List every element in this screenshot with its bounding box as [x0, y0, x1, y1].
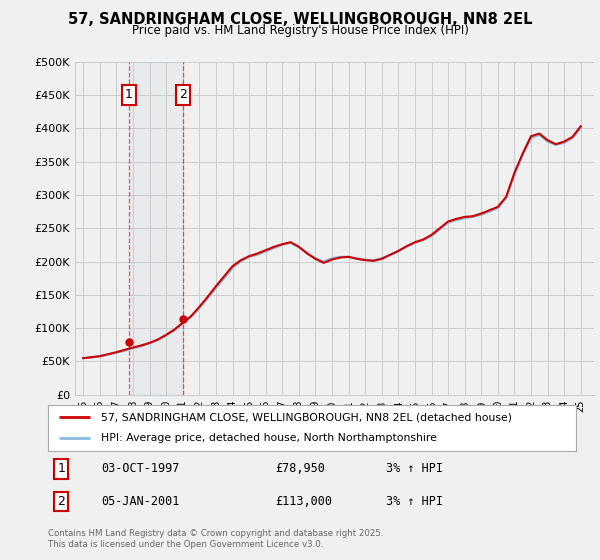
Text: 3% ↑ HPI: 3% ↑ HPI: [386, 463, 443, 475]
Text: 2: 2: [57, 494, 65, 508]
Bar: [129, 62, 183, 395]
Text: 2: 2: [179, 88, 187, 101]
Text: 05-JAN-2001: 05-JAN-2001: [101, 494, 179, 508]
Text: £113,000: £113,000: [275, 494, 332, 508]
Text: Contains HM Land Registry data © Crown copyright and database right 2025.
This d: Contains HM Land Registry data © Crown c…: [48, 529, 383, 549]
Text: 57, SANDRINGHAM CLOSE, WELLINGBOROUGH, NN8 2EL (detached house): 57, SANDRINGHAM CLOSE, WELLINGBOROUGH, N…: [101, 412, 512, 422]
Text: £78,950: £78,950: [275, 463, 325, 475]
Text: 57, SANDRINGHAM CLOSE, WELLINGBOROUGH, NN8 2EL: 57, SANDRINGHAM CLOSE, WELLINGBOROUGH, N…: [68, 12, 532, 27]
Text: HPI: Average price, detached house, North Northamptonshire: HPI: Average price, detached house, Nort…: [101, 433, 437, 444]
Text: 3% ↑ HPI: 3% ↑ HPI: [386, 494, 443, 508]
Text: 1: 1: [125, 88, 133, 101]
Text: 1: 1: [57, 463, 65, 475]
Text: Price paid vs. HM Land Registry's House Price Index (HPI): Price paid vs. HM Land Registry's House …: [131, 24, 469, 36]
Text: 03-OCT-1997: 03-OCT-1997: [101, 463, 179, 475]
